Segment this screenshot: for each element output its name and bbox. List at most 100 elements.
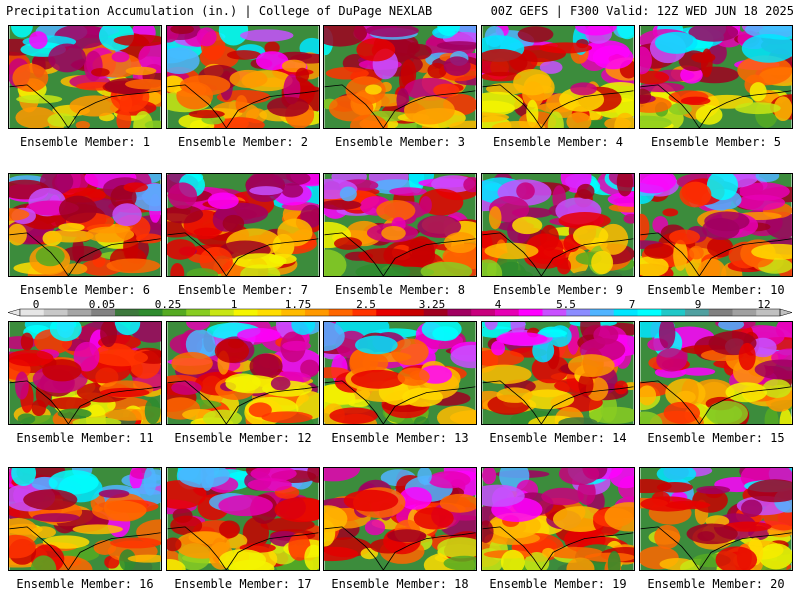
precip-field-map: [167, 322, 319, 424]
colorbar-segment: [67, 309, 92, 316]
colorbar-segment: [210, 309, 235, 316]
colorbar-segment: [233, 309, 258, 316]
coastline: [9, 84, 161, 128]
ensemble-member-label: Ensemble Member: 13: [331, 431, 469, 445]
run-valid-time: 00Z GEFS | F300 Valid: 12Z WED JUN 18 20…: [490, 4, 794, 18]
map-title: Precipitation Accumulation (in.) | Colle…: [6, 4, 433, 18]
colorbar-segment: [162, 309, 187, 316]
colorbar-segment: [91, 309, 116, 316]
ensemble-panel-14: [481, 321, 635, 425]
precip-field-map: [9, 26, 161, 128]
precip-field-map: [640, 468, 792, 570]
colorbar-tick-label: 4: [494, 298, 502, 311]
coastline: [482, 526, 634, 570]
ensemble-panel-8: [323, 173, 477, 277]
coastline: [9, 380, 161, 424]
ensemble-member-label: Ensemble Member: 10: [647, 283, 785, 297]
precip-field-map: [324, 174, 476, 276]
ensemble-panel-20: [639, 467, 793, 571]
colorbar-segment: [447, 309, 472, 316]
coastline: [640, 232, 792, 276]
precip-field-map: [482, 174, 634, 276]
ensemble-member-label: Ensemble Member: 12: [174, 431, 312, 445]
coastline: [640, 380, 792, 424]
coastline: [167, 84, 319, 128]
colorbar-segment: [423, 309, 448, 316]
ensemble-panel-9: [481, 173, 635, 277]
colorbar-tick-label: 7: [628, 298, 636, 311]
ensemble-member-label: Ensemble Member: 17: [174, 577, 312, 591]
colorbar-segment: [542, 309, 567, 316]
coastline: [482, 84, 634, 128]
ensemble-member-label: Ensemble Member: 14: [489, 431, 627, 445]
colorbar-tick-label: 0.25: [154, 298, 182, 311]
coastline: [640, 526, 792, 570]
colorbar-segment: [518, 309, 543, 316]
colorbar-segment: [685, 309, 710, 316]
colorbar-tick-label: 5.5: [556, 298, 576, 311]
colorbar-segment: [43, 309, 68, 316]
colorbar-segment: [115, 309, 140, 316]
colorbar-segment: [637, 309, 662, 316]
ensemble-panel-12: [166, 321, 320, 425]
coastline: [167, 232, 319, 276]
coastline: [482, 232, 634, 276]
colorbar-tick-label: 9: [694, 298, 702, 311]
colorbar-segment: [566, 309, 591, 316]
colorbar-segment: [495, 309, 520, 316]
colorbar-tick-label: 3.25: [418, 298, 446, 311]
ensemble-member-label: Ensemble Member: 9: [492, 283, 624, 297]
ensemble-panel-4: [481, 25, 635, 129]
ensemble-member-label: Ensemble Member: 5: [650, 135, 782, 149]
precip-field-map: [9, 322, 161, 424]
coastline: [482, 380, 634, 424]
ensemble-member-label: Ensemble Member: 19: [489, 577, 627, 591]
coastline: [324, 380, 476, 424]
coastline: [640, 84, 792, 128]
precip-field-map: [167, 26, 319, 128]
colorbar-segment: [20, 309, 45, 316]
precip-field-map: [324, 26, 476, 128]
precip-field-map: [640, 26, 792, 128]
colorbar-segment: [471, 309, 496, 316]
coastline: [9, 232, 161, 276]
precip-field-map: [482, 322, 634, 424]
ensemble-member-label: Ensemble Member: 6: [19, 283, 151, 297]
ensemble-panel-19: [481, 467, 635, 571]
colorbar-segment: [732, 309, 757, 316]
colorbar-segment: [756, 309, 781, 316]
ensemble-member-label: Ensemble Member: 20: [647, 577, 785, 591]
colorbar-segment: [708, 309, 733, 316]
colorbar-segment: [186, 309, 211, 316]
colorbar-segment: [376, 309, 401, 316]
ensemble-member-label: Ensemble Member: 1: [19, 135, 151, 149]
colorbar-tick-label: 0: [32, 298, 40, 311]
ensemble-panel-13: [323, 321, 477, 425]
ensemble-panel-7: [166, 173, 320, 277]
ensemble-panel-6: [8, 173, 162, 277]
colorbar-segment: [138, 309, 163, 316]
colorbar-segment: [400, 309, 425, 316]
colorbar-tick-label: 12: [757, 298, 771, 311]
ensemble-member-label: Ensemble Member: 18: [331, 577, 469, 591]
colorbar-tick-label: 1.75: [284, 298, 312, 311]
ensemble-panel-18: [323, 467, 477, 571]
ensemble-panel-10: [639, 173, 793, 277]
coastline: [324, 526, 476, 570]
colorbar-segment: [328, 309, 353, 316]
ensemble-panel-2: [166, 25, 320, 129]
colorbar-segment: [281, 309, 306, 316]
colorbar-tick-label: 1: [230, 298, 238, 311]
coastline: [324, 84, 476, 128]
coastline: [167, 380, 319, 424]
ensemble-member-label: Ensemble Member: 8: [334, 283, 466, 297]
precip-field-map: [324, 468, 476, 570]
ensemble-member-label: Ensemble Member: 16: [16, 577, 154, 591]
colorbar-segment: [352, 309, 377, 316]
colorbar-segment: [257, 309, 282, 316]
ensemble-panel-16: [8, 467, 162, 571]
ensemble-panel-15: [639, 321, 793, 425]
colorbar-min-arrow: [8, 308, 21, 317]
colorbar-segment: [305, 309, 330, 316]
precip-field-map: [640, 174, 792, 276]
